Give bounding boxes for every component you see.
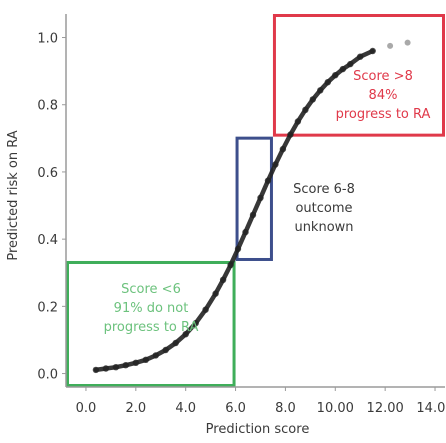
data-point [317,87,324,94]
axes-layer [65,14,445,388]
data-point [279,145,287,153]
x-tick-labels: 0.0 2.0 4.0 6.0 8.0 10.00 12.00 14.00 [76,387,446,416]
data-point [309,96,316,103]
data-point [182,331,189,338]
region-annotations: Score <6 91% do not progress to RA Score 6-… [104,69,431,335]
data-point [339,65,346,73]
data-point [227,261,234,269]
x-tick-label: 8.0 [275,401,296,416]
y-tick-label: 0.2 [37,300,58,315]
data-point [92,366,100,374]
y-tick-labels: 0.0 0.2 0.4 0.6 0.8 1.0 [37,32,66,383]
x-tick-label: 14.00 [416,401,446,416]
data-point [257,194,264,201]
data-point [287,131,294,138]
data-point [102,365,110,372]
data-point [357,53,364,60]
x-tick-label: 0.0 [76,401,97,416]
data-point [162,346,169,354]
region-box-low [66,260,236,387]
data-point [264,177,272,184]
data-point [404,39,411,46]
data-point [219,276,227,283]
data-point [132,359,139,366]
y-tick-label: 0.8 [37,99,58,114]
data-point [302,106,309,114]
region-annotation-mid-line-2: unknown [294,220,353,235]
data-point [192,320,199,327]
data-point [152,352,159,359]
data-point [122,362,129,369]
data-point [242,228,249,236]
region-annotation-high-line-0: Score >8 [353,69,413,84]
x-tick-label: 4.0 [175,401,196,416]
data-point [142,356,149,363]
region-annotation-high-line-2: progress to RA [336,107,431,122]
regions-layer [66,14,445,387]
data-point [234,245,242,253]
data-points [92,39,411,374]
region-box-high [272,14,445,137]
data-point [324,79,331,86]
data-point [369,47,376,55]
y-tick-label: 1.0 [37,32,58,47]
y-tick-label: 0.6 [37,166,58,181]
region-annotation-mid-line-1: outcome [295,201,352,216]
region-annotation-low-line-1: 91% do not [114,301,189,316]
data-point [294,118,302,125]
y-tick-label: 0.0 [37,368,58,383]
data-point [347,60,354,68]
region-annotation-high-line-1: 84% [369,88,398,103]
data-point [212,290,219,297]
data-point [172,339,179,347]
x-tick-label: 12.00 [367,401,404,416]
data-point [112,364,120,371]
data-point [202,306,209,313]
region-annotation-low-line-0: Score <6 [121,282,181,297]
y-tick-label: 0.4 [37,233,58,248]
region-box-mid [235,136,273,261]
region-annotation-mid-line-0: Score 6-8 [293,182,355,197]
y-axis-title: Predicted risk on RA [6,130,21,260]
data-point [249,211,257,219]
data-point [272,161,279,168]
data-point [332,72,339,79]
x-tick-label: 2.0 [125,401,146,416]
x-tick-label: 10.00 [317,401,354,416]
x-axis-title: Prediction score [206,422,310,437]
x-tick-label: 6.0 [225,401,246,416]
data-point [387,42,394,49]
region-annotation-low-line-2: progress to RA [104,320,199,335]
